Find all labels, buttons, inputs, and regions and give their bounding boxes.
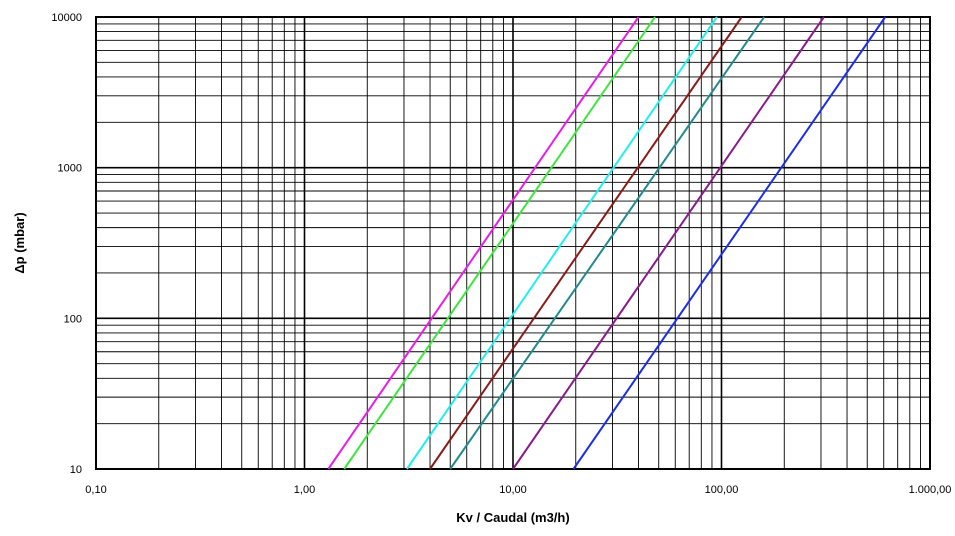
x-axis-label: Kv / Caudal (m3/h) <box>456 510 569 525</box>
y-tick-label: 1000 <box>58 163 82 175</box>
x-tick-label: 1.000,00 <box>909 484 952 496</box>
x-tick-labels: 0,10 1,00 10,00 100,00 1.000,00 <box>85 484 951 496</box>
x-tick-label: 10,00 <box>499 484 527 496</box>
x-tick-label: 0,10 <box>85 484 106 496</box>
series-line-4 <box>429 16 743 470</box>
x-tick-label: 1,00 <box>294 484 315 496</box>
series-line-5 <box>449 16 765 470</box>
y-tick-label: 100 <box>64 313 82 325</box>
y-tick-labels: 10 100 1000 10000 <box>51 12 82 476</box>
y-axis-label: Δp (mbar) <box>12 212 27 273</box>
y-tick-label: 10 <box>70 464 82 476</box>
series-layer <box>327 16 887 470</box>
series-line-7 <box>572 16 887 470</box>
series-line-3 <box>406 16 718 470</box>
series-line-2 <box>343 16 656 470</box>
x-tick-label: 100,00 <box>705 484 739 496</box>
series-line-1 <box>327 16 640 470</box>
y-tick-label: 10000 <box>51 12 82 24</box>
series-line-6 <box>512 16 825 470</box>
grid <box>95 17 930 470</box>
